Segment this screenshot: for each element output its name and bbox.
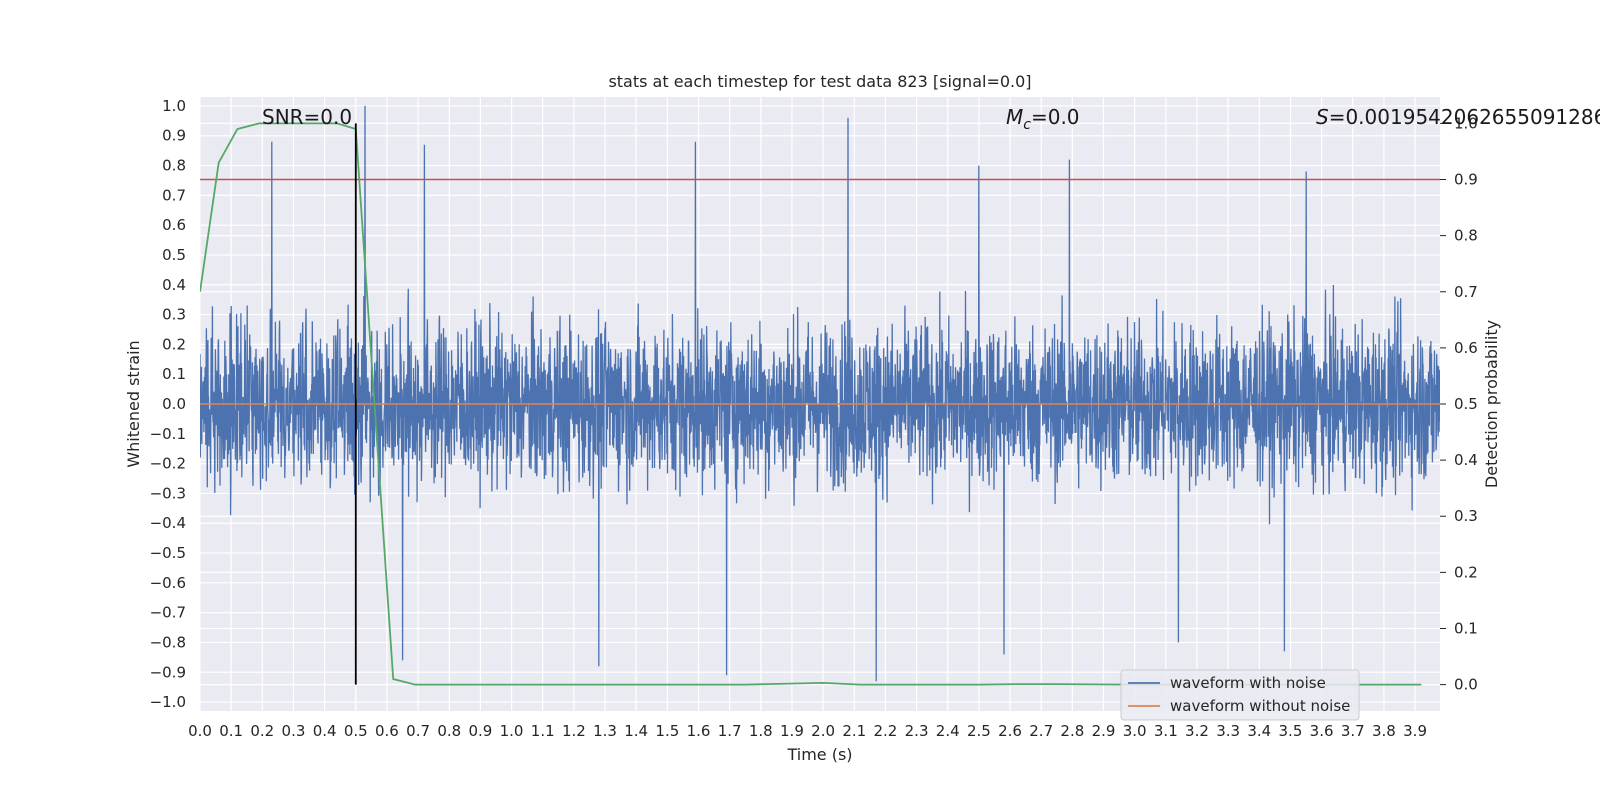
x-tick-label: 1.6 xyxy=(687,722,711,740)
annotation-mc-subscript: c xyxy=(1023,117,1031,133)
annotation-mc-symbol: M xyxy=(1006,105,1023,129)
x-tick-label: 3.9 xyxy=(1403,722,1427,740)
y-tick-labels: 1.0 0.9 0.8 0.7 0.6 0.5 0.4 0.3 0.2 0.1 0.0 −0.1 −0.… xyxy=(150,97,186,711)
annotation-mc-value: =0.0 xyxy=(1031,105,1080,129)
x-tick-label: 2.5 xyxy=(967,722,991,740)
y-tick-label: −0.3 xyxy=(150,484,186,502)
x-tick-label: 0.4 xyxy=(313,722,337,740)
series-waveform-with-noise xyxy=(200,105,1440,682)
x-tick-label: 1.9 xyxy=(780,722,804,740)
x-tick-label: 0.1 xyxy=(219,722,243,740)
x-tick-label: 1.5 xyxy=(655,722,679,740)
x-tick-label: 2.6 xyxy=(998,722,1022,740)
x-tick-label: 3.0 xyxy=(1123,722,1147,740)
x-tick-label: 2.8 xyxy=(1060,722,1084,740)
x-tick-label: 1.7 xyxy=(718,722,742,740)
annotation-mc: Mc=0.0 xyxy=(1006,105,1080,133)
x-tick-labels: 0.0 0.1 0.2 0.3 0.4 0.5 0.6 0.7 0.8 0.9 1.0 1.1 1.2 1… xyxy=(188,722,1427,740)
y-tick-label: 0.9 xyxy=(162,127,186,145)
y-tick-label: 0.3 xyxy=(162,306,186,324)
x-tick-label: 2.1 xyxy=(842,722,866,740)
y-tick-label: 0.0 xyxy=(162,395,186,413)
x-tick-label: 2.9 xyxy=(1092,722,1116,740)
x-tick-label: 0.9 xyxy=(468,722,492,740)
y2-tick-labels: 1.0 0.9 0.8 0.7 0.6 0.5 0.4 0.3 0.2 0.1 0.0 xyxy=(1440,114,1478,694)
y2-tick-label: 0.5 xyxy=(1454,395,1478,413)
y-tick-label: 0.8 xyxy=(162,157,186,175)
x-tick-label: 2.2 xyxy=(873,722,897,740)
legend: waveform with noise waveform without noi… xyxy=(1120,669,1360,721)
x-tick-label: 1.1 xyxy=(531,722,555,740)
y2-tick-label: 0.3 xyxy=(1454,507,1478,525)
x-tick-label: 3.6 xyxy=(1310,722,1334,740)
y-tick-label: −0.5 xyxy=(150,544,186,562)
y-tick-label: −0.2 xyxy=(150,455,186,473)
annotation-s-value: =0.0019542062655091286 xyxy=(1329,105,1600,129)
y-tick-label: 0.7 xyxy=(162,186,186,204)
x-tick-label: 1.4 xyxy=(624,722,648,740)
x-tick-label: 1.3 xyxy=(593,722,617,740)
x-tick-label: 1.8 xyxy=(749,722,773,740)
y-tick-label: 1.0 xyxy=(162,97,186,115)
y2-tick-label: 0.4 xyxy=(1454,451,1478,469)
x-tick-label: 2.3 xyxy=(905,722,929,740)
y-tick-label: −0.9 xyxy=(150,663,186,681)
x-tick-label: 3.4 xyxy=(1247,722,1271,740)
y2-tick-label: 0.2 xyxy=(1454,563,1478,581)
y-tick-label: −0.8 xyxy=(150,633,186,651)
x-tick-label: 2.4 xyxy=(936,722,960,740)
x-tick-label: 3.8 xyxy=(1372,722,1396,740)
y-axis-label: Whitened strain xyxy=(124,340,143,467)
y-tick-label: −1.0 xyxy=(150,693,186,711)
series-detection-probability xyxy=(200,122,1422,686)
x-tick-label: 0.2 xyxy=(250,722,274,740)
x-tick-label: 0.8 xyxy=(437,722,461,740)
x-axis-label: Time (s) xyxy=(786,745,852,764)
annotation-snr: SNR=0.0 xyxy=(262,105,352,129)
y2-axis-label: Detection probability xyxy=(1482,320,1501,488)
x-tick-label: 0.6 xyxy=(375,722,399,740)
y-tick-label: −0.6 xyxy=(150,574,186,592)
annotation-s: S=0.0019542062655091286 xyxy=(1316,105,1600,129)
y-tick-label: −0.7 xyxy=(150,604,186,622)
x-tick-label: 3.5 xyxy=(1279,722,1303,740)
y2-tick-label: 0.9 xyxy=(1454,171,1478,189)
x-tick-label: 0.3 xyxy=(282,722,306,740)
x-tick-label: 0.7 xyxy=(406,722,430,740)
y2-tick-label: 0.6 xyxy=(1454,339,1478,357)
x-tick-label: 0.0 xyxy=(188,722,212,740)
y-tick-label: 0.6 xyxy=(162,216,186,234)
x-tick-label: 2.0 xyxy=(811,722,835,740)
y-tick-label: 0.4 xyxy=(162,276,186,294)
y2-tick-label: 0.0 xyxy=(1454,676,1478,694)
y-tick-label: −0.4 xyxy=(150,514,186,532)
legend-label-clean: waveform without noise xyxy=(1170,697,1350,715)
y-tick-label: 0.1 xyxy=(162,365,186,383)
y-tick-label: −0.1 xyxy=(150,425,186,443)
x-tick-label: 1.2 xyxy=(562,722,586,740)
y-tick-label: 0.5 xyxy=(162,246,186,264)
x-tick-label: 3.1 xyxy=(1154,722,1178,740)
y2-tick-label: 0.1 xyxy=(1454,619,1478,637)
x-tick-label: 2.7 xyxy=(1029,722,1053,740)
chart-title: stats at each timestep for test data 823… xyxy=(608,72,1031,91)
x-tick-label: 3.7 xyxy=(1341,722,1365,740)
x-tick-label: 3.3 xyxy=(1216,722,1240,740)
x-tick-label: 0.5 xyxy=(344,722,368,740)
x-tick-label: 3.2 xyxy=(1185,722,1209,740)
legend-label-noise: waveform with noise xyxy=(1170,674,1326,692)
y2-tick-label: 0.8 xyxy=(1454,227,1478,245)
legend-box xyxy=(1120,669,1360,721)
y2-tick-label: 0.7 xyxy=(1454,283,1478,301)
x-tick-label: 1.0 xyxy=(500,722,524,740)
y2-tick-label: 1.0 xyxy=(1454,114,1478,132)
annotation-s-symbol: S xyxy=(1316,105,1329,129)
y-tick-label: 0.2 xyxy=(162,335,186,353)
